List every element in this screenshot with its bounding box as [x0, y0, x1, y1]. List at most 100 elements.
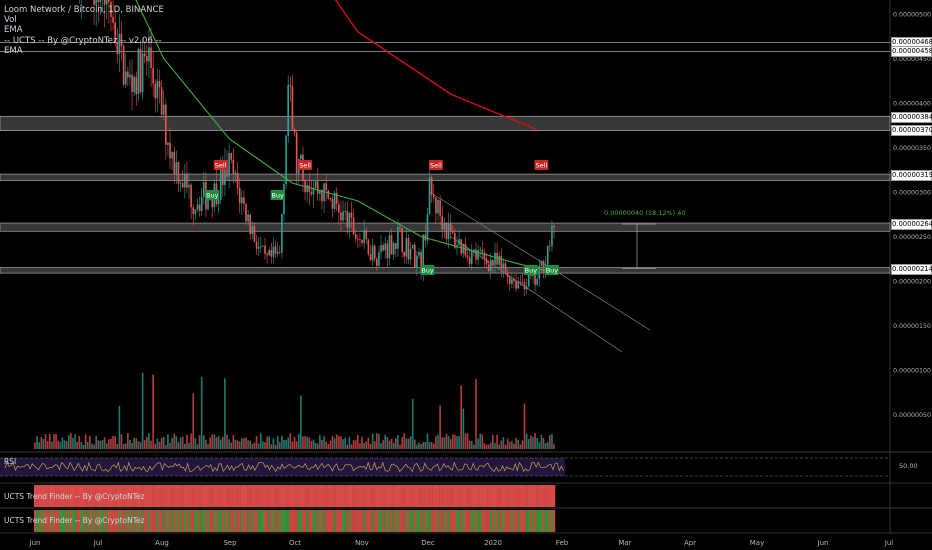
ucts-label[interactable]: -- UCTS -- By @CryptoNTez -- v2.06 --	[4, 35, 162, 46]
volume-bar	[521, 440, 524, 449]
candle	[165, 104, 167, 145]
candle	[416, 255, 418, 268]
candle	[371, 245, 374, 261]
trend-finder-bar	[314, 510, 317, 532]
trend-finder-bar	[479, 510, 482, 532]
volume-bar	[409, 436, 412, 449]
volume-bar	[386, 437, 389, 449]
volume-bar	[542, 437, 545, 449]
candle	[500, 255, 503, 269]
symbol-title[interactable]: Loom Network / Bitcoin, 1D, BINANCE	[4, 5, 164, 15]
candle	[525, 286, 528, 290]
trend-finder-bar	[489, 510, 492, 532]
trend-finder-bar	[453, 510, 457, 532]
trend-finder-bar	[306, 510, 309, 532]
signal-label: Sell	[430, 162, 442, 170]
trend-finder-bar	[392, 485, 395, 507]
trend-finder-2-label[interactable]: UCTS Trend Finder -- By @CryptoNTez	[4, 516, 145, 525]
trend-finder-bar	[202, 485, 205, 507]
rsi-pane-label[interactable]: RSI	[4, 457, 17, 466]
candle	[506, 272, 509, 278]
trend-finder-bar	[472, 485, 476, 507]
trend-finder-bar	[331, 510, 334, 532]
trend-finder-bar	[348, 510, 351, 532]
candle	[321, 189, 323, 202]
candle	[207, 198, 209, 210]
trend-finder-bar	[42, 510, 45, 532]
trend-finder-bar	[504, 510, 507, 532]
ema-label[interactable]: EMA	[4, 25, 23, 36]
trend-finder-bar	[156, 510, 159, 532]
trend-finder-bar	[107, 485, 111, 507]
trend-finder-bar	[46, 485, 49, 507]
volume-bar	[447, 436, 450, 449]
trend-finder-bar	[272, 510, 275, 532]
trend-finder-bar	[101, 510, 104, 532]
trend-finder-bar	[413, 510, 416, 532]
trend-finder-bar	[234, 510, 237, 532]
volume-bar	[198, 435, 201, 449]
volume-bar	[348, 436, 351, 449]
trend-finder-bar	[460, 485, 463, 507]
trend-finder-bar	[544, 485, 547, 507]
candle	[316, 181, 319, 194]
candle	[481, 249, 484, 253]
trend-finder-bar	[270, 510, 273, 532]
y-tick-label: 0.00000350	[893, 145, 931, 152]
candle	[350, 212, 353, 218]
trend-finder-bar	[519, 510, 522, 532]
trend-finder-bar	[472, 510, 476, 532]
trend-finder-bar	[358, 510, 362, 532]
candle	[224, 160, 226, 186]
trend-finder-bar	[59, 485, 62, 507]
candle	[228, 153, 230, 177]
trend-finder-1-label[interactable]: UCTS Trend Finder -- By @CryptoNTez	[4, 492, 145, 501]
volume-bar	[139, 442, 142, 449]
candle	[418, 251, 420, 256]
trend-finder-bar	[367, 510, 370, 532]
trend-finder-bar	[466, 485, 469, 507]
candle	[407, 238, 410, 260]
volume-bar	[240, 438, 243, 449]
vol-label[interactable]: Vol	[4, 15, 17, 26]
candle	[93, 0, 95, 5]
volume-bar	[48, 433, 51, 449]
x-tick-label: Sep	[223, 539, 237, 547]
trend-finder-bar	[407, 485, 410, 507]
volume-bar	[36, 435, 38, 449]
candle	[447, 223, 450, 240]
x-tick-label: Jul	[884, 539, 894, 547]
trend-finder-bar	[88, 510, 92, 532]
volume-bar	[194, 438, 197, 449]
trend-finder-bar	[236, 510, 239, 532]
trend-finder-bar	[190, 510, 193, 532]
volume-bar	[160, 437, 163, 449]
volume-bar	[354, 440, 357, 449]
volume-bar	[78, 436, 81, 449]
trend-finder-bar	[63, 510, 66, 532]
volume-bar	[259, 433, 262, 449]
candle	[293, 129, 296, 133]
volume-bar	[82, 444, 85, 449]
volume-bar	[224, 378, 226, 449]
candle	[540, 260, 543, 266]
trend-finder-bar	[382, 485, 385, 507]
candle	[538, 265, 541, 280]
candle	[521, 282, 524, 283]
trend-finder-bar	[285, 510, 288, 532]
volume-bar	[498, 444, 500, 449]
volume-bar	[124, 443, 127, 449]
trend-finder-bar	[481, 510, 484, 532]
trend-finder-bar	[430, 510, 433, 532]
trend-finder-bar	[453, 485, 457, 507]
candle	[114, 22, 116, 43]
trend-finder-bar	[405, 485, 408, 507]
trend-finder-bar	[470, 485, 473, 507]
ema-label-2[interactable]: EMA	[4, 45, 23, 56]
candle	[458, 239, 460, 246]
volume-bar	[249, 440, 252, 449]
trend-finder-bar	[546, 485, 549, 507]
candle	[357, 238, 359, 240]
volume-bar	[439, 405, 441, 449]
